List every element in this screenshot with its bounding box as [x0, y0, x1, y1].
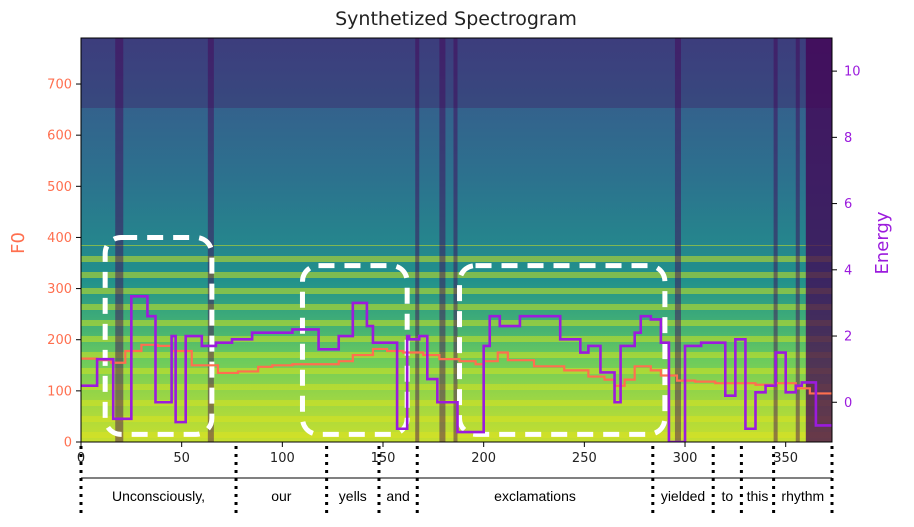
f0-tick-label: 200 [47, 333, 72, 348]
spectrogram-dark-column [674, 38, 681, 442]
word-label: our [271, 488, 292, 504]
x-tick-label: 150 [371, 451, 396, 466]
spectrogram-dark-column [773, 38, 778, 442]
energy-tick-label: 2 [844, 330, 852, 345]
f0-tick-label: 400 [47, 231, 72, 246]
x-tick-label: 200 [471, 451, 496, 466]
spectrogram-dark-column [439, 38, 446, 442]
f0-axis-label: F0 [8, 232, 29, 254]
word-label: and [386, 488, 409, 504]
f0-tick-label: 300 [47, 282, 72, 297]
spectrogram-dark-column [415, 38, 420, 442]
energy-axis: 0 2 4 6 8 10 [832, 65, 861, 411]
spectrogram-dark-column [453, 38, 458, 442]
x-axis: 0 50 100 150 200 250 300 350 [77, 442, 798, 466]
x-tick-label: 300 [673, 451, 698, 466]
f0-tick-label: 100 [47, 384, 72, 399]
energy-tick-label: 4 [844, 263, 852, 278]
x-tick-label: 350 [773, 451, 798, 466]
word-alignment: Unconsciously, our yells and exclamations yie… [79, 446, 834, 516]
f0-tick-label: 0 [64, 436, 72, 451]
plot-frame [80, 37, 833, 443]
energy-series-line [81, 294, 832, 442]
x-tick-label: 250 [572, 451, 597, 466]
word-label: rhythm [781, 488, 824, 504]
spectrogram-dark-column [805, 38, 832, 442]
f0-tick-label: 700 [47, 78, 72, 93]
word-label: yells [339, 488, 367, 504]
highlight-box [457, 263, 668, 437]
spectrogram-top-band [81, 38, 832, 108]
x-tick-label: 50 [173, 451, 190, 466]
energy-tick-label: 8 [844, 131, 852, 146]
chart-title: Synthetized Spectrogram [335, 8, 577, 30]
energy-tick-label: 0 [844, 396, 852, 411]
word-label: yielded [661, 488, 705, 504]
f0-axis: 0 100 200 300 400 500 600 700 [47, 78, 81, 451]
f0-series-line [81, 343, 832, 395]
f0-tick-label: 600 [47, 129, 72, 144]
energy-axis-label: Energy [872, 211, 893, 274]
x-tick-label: 100 [270, 451, 295, 466]
spectrogram-dark-column [795, 38, 800, 442]
word-label: Unconsciously, [112, 488, 205, 504]
plot-area [81, 38, 832, 442]
x-tick-label: 0 [77, 451, 85, 466]
word-label: exclamations [494, 488, 576, 504]
highlight-box [102, 234, 215, 437]
word-label: this [747, 488, 769, 504]
spectrogram-dark-column [207, 38, 214, 442]
energy-tick-label: 6 [844, 197, 852, 212]
f0-tick-label: 500 [47, 180, 72, 195]
word-label: to [721, 488, 733, 504]
energy-tick-label: 10 [844, 65, 861, 80]
